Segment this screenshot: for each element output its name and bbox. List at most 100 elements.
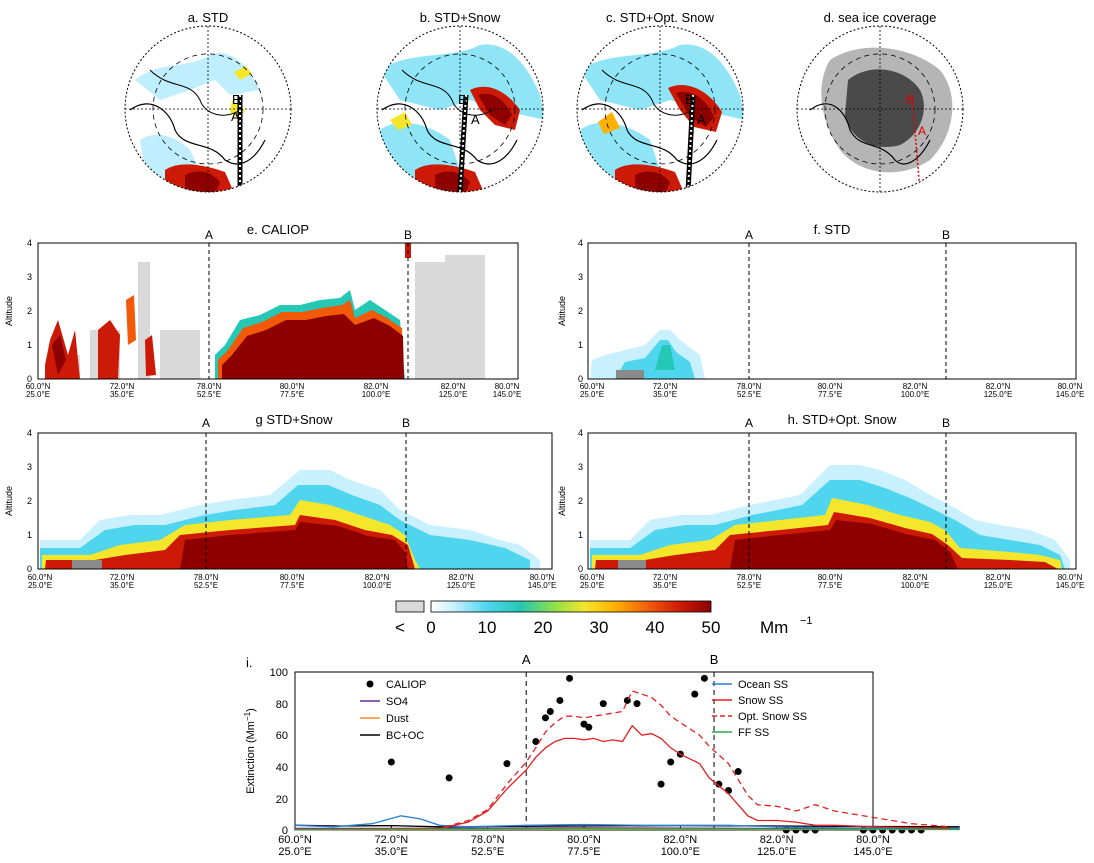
x-tick-lon: 100.0°E [901, 390, 930, 399]
x-tick-lon: 35.0°E [110, 581, 134, 590]
x-tick-lon: 77.5°E [818, 390, 842, 399]
x-tick-lat: 80.0°N [495, 382, 520, 391]
x-ticks: 60.0°N 25.0°E 72.0°N 35.0°E 78.0°N 52.5°… [28, 573, 557, 590]
x-tick-lon: 52.5°E [471, 846, 504, 858]
colorbar-unit-exponent: −1 [800, 615, 813, 627]
marker-b-label: B [710, 652, 719, 667]
x-tick-lon: 52.5°E [737, 390, 761, 399]
x-tick-lat: 78.0°N [737, 382, 762, 391]
legend-label: Opt. Snow SS [738, 711, 807, 723]
x-tick-lat: 72.0°N [653, 382, 678, 391]
data-point-caliop [566, 674, 574, 682]
y-tick: 3 [578, 462, 583, 472]
section-title-g: g STD+Snow [256, 412, 334, 427]
series-layer [294, 672, 960, 834]
y-tick: 1 [27, 530, 32, 540]
x-tick-lon: 145.0°E [853, 846, 892, 858]
y-tick: 3 [578, 272, 583, 282]
colorbar-label: < [395, 618, 405, 637]
legend-marker-caliop [366, 680, 374, 688]
x-tick-lat: 82.0°N [441, 382, 466, 391]
x-tick-lon: 52.5°E [737, 581, 761, 590]
y-tick: 0 [578, 374, 583, 384]
map-letter-b: B [232, 92, 241, 107]
plot-frame [294, 671, 874, 831]
data-point-caliop [532, 738, 540, 746]
y-tick: 40 [276, 762, 288, 774]
data-point-caliop [546, 708, 554, 715]
section-fill [590, 330, 705, 379]
colorbar-below-range-swatch [395, 600, 425, 613]
data-point-caliop [541, 714, 549, 722]
legend-label: Snow SS [738, 695, 783, 707]
x-tick-lon: 100.0°E [661, 846, 700, 858]
x-tick-lat: 78.0°N [194, 573, 219, 582]
y-tick: 3 [27, 462, 32, 472]
data-point-caliop [599, 700, 607, 708]
marker-b-label: B [942, 228, 950, 242]
x-tick-lon: 125.0°E [447, 581, 476, 590]
y-axis-label: Altitude [557, 296, 567, 326]
y-tick: 4 [578, 428, 583, 438]
x-tick-lat: 82.0°N [986, 573, 1011, 582]
x-tick-lon: 77.5°E [818, 581, 842, 590]
y-tick: 3 [27, 272, 32, 282]
x-tick-lon: 145.0°E [1056, 390, 1085, 399]
x-tick-lon: 25.0°E [26, 390, 50, 399]
map-letter-a: A [697, 112, 706, 127]
map-letter-a: A [918, 124, 926, 138]
map-panel-b: b. STD+Snow B A [376, 10, 544, 193]
colorbar-label: 0 [426, 618, 435, 637]
map-letter-a: A [231, 109, 240, 124]
data-point-caliop [657, 780, 665, 788]
x-tick-lon: 35.0°E [375, 846, 408, 858]
legend-right: Ocean SS Snow SS Opt. Snow SS FF SS [712, 679, 807, 739]
y-tick: 1 [578, 530, 583, 540]
y-tick: 2 [578, 496, 583, 506]
x-tick-lat: 82.0°N [986, 382, 1011, 391]
x-tick-lon: 145.0°E [528, 581, 557, 590]
y-tick: 2 [27, 306, 32, 316]
x-tick-lon: 77.5°E [280, 390, 304, 399]
x-ticks: 60.0°N 25.0°E 72.0°N 35.0°E 78.0°N 52.5°… [26, 382, 522, 399]
x-tick-lat: 82.0°N [364, 382, 389, 391]
map-panel-d: d. sea ice coverage B A [796, 10, 964, 193]
y-ticks: 0 1 2 3 4 [27, 238, 32, 384]
section-title-f: f. STD [814, 222, 851, 237]
y-ticks: 0 20 40 60 80 100 [270, 667, 288, 837]
map-letter-b: B [906, 93, 914, 107]
x-tick-lat: 80.0°N [1058, 573, 1083, 582]
x-tick-lat: 80.0°N [818, 382, 843, 391]
y-axis-label-text: Extinction (Mm [245, 721, 257, 794]
x-tick-lat: 80.0°N [530, 573, 555, 582]
marker-a-label: A [745, 228, 753, 242]
x-tick-lon: 100.0°E [901, 581, 930, 590]
y-axis-label: Altitude [4, 486, 14, 516]
y-tick: 100 [270, 667, 288, 679]
line-chart-panel: i. 0 20 40 60 80 100 Extinction (Mm−1) 6… [243, 652, 960, 858]
y-tick: 2 [27, 496, 32, 506]
y-ticks: 0 1 2 3 4 [578, 428, 583, 574]
x-tick-lon: 25.0°E [28, 581, 52, 590]
legend-left: CALIOP SO4 Dust BC+OC [360, 679, 426, 742]
data-point-caliop [715, 780, 723, 788]
x-tick-lat: 82.0°N [903, 573, 928, 582]
x-tick-lon: 125.0°E [984, 390, 1013, 399]
map-title-b: b. STD+Snow [420, 10, 501, 25]
data-point-caliop [623, 696, 631, 704]
y-axis-label-close: ) [245, 708, 257, 712]
marker-a-label: A [202, 416, 210, 430]
data-point-caliop [667, 758, 675, 766]
x-tick-lat: 80.0°N [280, 573, 305, 582]
x-tick-lat: 80.0°N [280, 382, 305, 391]
y-tick: 0 [27, 374, 32, 384]
y-axis-label: Altitude [557, 486, 567, 516]
x-tick-lon: 145.0°E [1056, 581, 1085, 590]
map-letter-b: B [458, 92, 467, 107]
y-tick: 0 [578, 564, 583, 574]
marker-b-label: B [942, 416, 950, 430]
x-ticks: 60.0°N 25.0°E 72.0°N 35.0°E 78.0°N 52.5°… [580, 573, 1085, 590]
marker-a-label: A [745, 416, 753, 430]
colorbar-label: 30 [590, 618, 609, 637]
x-tick-lat: 60.0°N [278, 834, 312, 846]
